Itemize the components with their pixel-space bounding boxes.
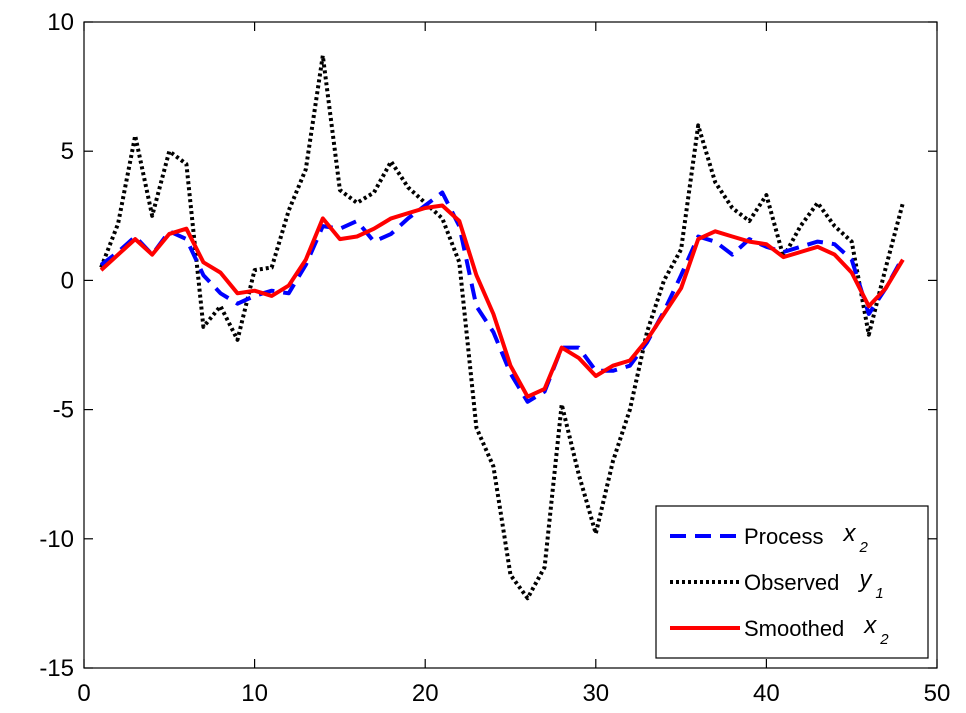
legend-symbol: x (842, 520, 856, 547)
y-tick-label: 10 (47, 9, 74, 36)
legend-symbol: x (863, 612, 877, 639)
x-tick-label: 40 (753, 680, 780, 707)
y-tick-label: -15 (39, 655, 74, 682)
legend-symbol: y (857, 566, 873, 593)
axes-box (83, 21, 938, 669)
legend-subscript: 2 (879, 631, 889, 648)
series-layer (99, 53, 905, 601)
legend-subscript: 1 (875, 585, 883, 602)
y-tick-label: -5 (53, 397, 74, 424)
legend-label-observed: Observed (744, 570, 839, 595)
x-tick-label: 30 (582, 680, 609, 707)
x-tick-label: 20 (412, 680, 439, 707)
y-tick-label: 0 (61, 267, 74, 294)
series-line-smoothed (99, 203, 905, 399)
x-tick-label: 0 (77, 680, 90, 707)
series-line-observed (99, 53, 905, 601)
legend-label-process: Process (744, 524, 823, 549)
x-tick-label: 10 (241, 680, 268, 707)
y-tick-label: -10 (39, 526, 74, 553)
x-tick-label: 50 (924, 680, 951, 707)
legend-label-smoothed: Smoothed (744, 616, 844, 641)
y-tick-label: 5 (61, 138, 74, 165)
legend-subscript: 2 (858, 539, 868, 556)
